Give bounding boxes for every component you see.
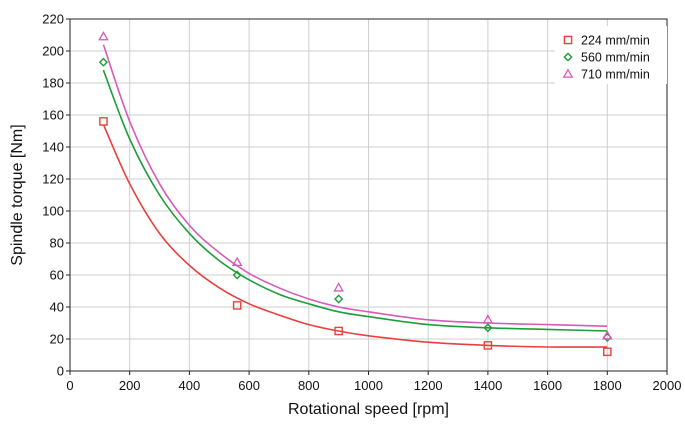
- data-point-series-1: [603, 347, 612, 357]
- data-point-series-2: [334, 294, 344, 304]
- legend: 224 mm/min 560 mm/min 710 mm/min: [555, 26, 667, 84]
- tick-labels: 0 200 400 600 800 1000 1200 1400 1600 1800 2000 0 20…: [42, 12, 681, 394]
- y-tick-label: 140: [42, 140, 64, 155]
- data-point-series-1: [99, 117, 108, 126]
- y-tick-label: 100: [42, 204, 64, 219]
- data-point-series-3: [231, 256, 243, 267]
- legend-label-series-3: 710 mm/min: [581, 68, 650, 82]
- legend-marker-series-2: [563, 52, 573, 62]
- data-point-series-2: [232, 270, 242, 280]
- data-point-series-2: [483, 323, 493, 333]
- legend-label-series-2: 560 mm/min: [581, 51, 650, 65]
- y-tick-label: 160: [42, 108, 64, 123]
- data-point-series-3: [98, 31, 109, 41]
- y-tick-label: 120: [42, 172, 64, 187]
- x-tick-label: 1400: [473, 378, 502, 393]
- x-tick-label: 0: [66, 378, 73, 393]
- data-point-series-2: [98, 57, 109, 67]
- data-point-series-1: [232, 301, 242, 310]
- data-markers: [98, 31, 613, 357]
- data-point-series-3: [333, 282, 344, 292]
- y-tick-label: 200: [42, 44, 64, 59]
- x-tick-label: 600: [238, 378, 260, 393]
- legend-marker-series-3: [562, 68, 574, 78]
- x-tick-label: 800: [298, 378, 320, 393]
- data-point-series-3: [601, 330, 613, 340]
- y-axis-title: Spindle torque [Nm]: [9, 124, 26, 265]
- y-tick-label: 80: [50, 236, 64, 251]
- legend-marker-series-1: [563, 35, 573, 45]
- y-tick-label: 0: [57, 364, 64, 379]
- x-tick-label: 1000: [354, 378, 383, 393]
- y-tick-label: 180: [42, 76, 64, 91]
- fit-curve-series-1: [102, 124, 608, 348]
- y-tick-label: 60: [50, 268, 64, 283]
- x-tick-label: 2000: [653, 378, 682, 393]
- x-axis-title: Rotational speed [rpm]: [288, 401, 449, 418]
- fit-curve-series-2: [102, 69, 608, 332]
- data-point-series-3: [482, 314, 494, 324]
- x-tick-label: 200: [119, 378, 141, 393]
- y-tick-label: 220: [42, 12, 64, 27]
- data-point-series-1: [483, 341, 493, 350]
- data-point-series-1: [334, 326, 343, 336]
- x-tick-label: 1800: [593, 378, 622, 393]
- y-tick-label: 20: [50, 332, 64, 347]
- legend-box: [555, 26, 667, 84]
- legend-items: 224 mm/min 560 mm/min 710 mm/min: [562, 34, 650, 82]
- fit-curves: [102, 44, 608, 348]
- y-tick-label: 40: [50, 300, 64, 315]
- fit-curve-series-3: [102, 44, 608, 327]
- x-tick-label: 1600: [533, 378, 562, 393]
- x-tick-label: 1200: [414, 378, 443, 393]
- x-tick-label: 400: [179, 378, 201, 393]
- legend-label-series-1: 224 mm/min: [581, 34, 650, 48]
